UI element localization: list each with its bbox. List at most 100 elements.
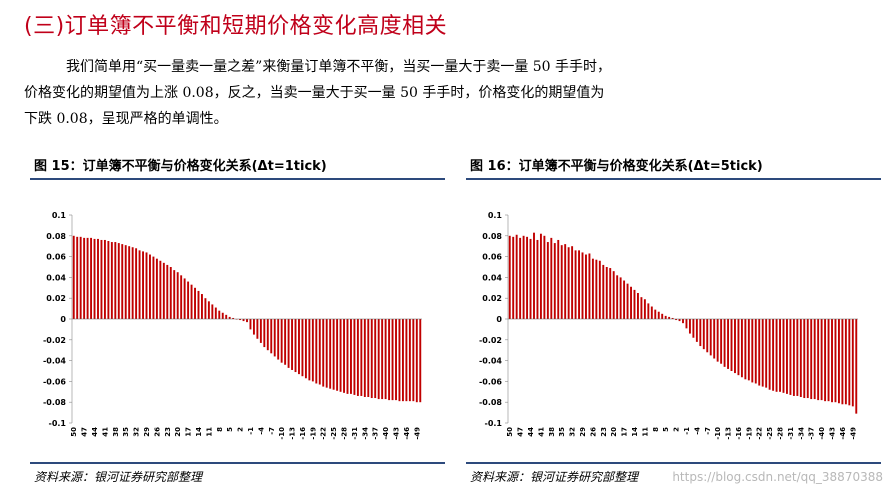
x-tick-label: 41 [101,427,109,437]
intro-paragraph: 我们简单用“买一量卖一量之差”来衡量订单簿不平衡，当买一量大于卖一量 50 手手… [24,54,824,132]
bar [86,237,89,319]
bar [810,319,813,400]
bar [339,319,342,392]
y-tick-label: -0.04 [43,357,66,366]
x-tick-label: -46 [403,427,411,440]
bar [273,319,276,357]
bar [585,254,587,319]
bar [221,312,224,319]
x-tick-label: -34 [797,427,805,440]
bar [647,303,650,319]
bar [187,281,190,319]
bar [72,235,75,319]
bar [529,238,532,319]
bar [813,319,816,400]
bar [232,317,235,319]
chart-figure-16: 0.1 0.08 0.06 0.04 0.02 0 -0.02 -0.04 -0.06 -0.08… [466,190,881,452]
bar [190,284,193,319]
bar [685,319,688,329]
chart-figure-15: 0.1 0.08 0.06 0.04 0.02 0 -0.02 -0.04 -0.06 -0.08… [30,190,445,452]
x-tick-label: 5 [662,427,670,432]
bar [173,270,176,319]
y-tick-label: -0.1 [485,419,503,428]
bar [360,319,363,396]
x-tick-label: 35 [558,427,566,437]
bar [214,307,217,319]
bar [786,319,788,394]
x-tick-label: -31 [351,427,359,440]
bar [194,287,196,319]
x-tick-label: 8 [652,427,660,432]
bar [526,236,529,319]
x-tick-label: -4 [693,427,701,435]
bar [841,319,844,405]
x-tick-label: 38 [112,427,120,437]
figure-15-source: 资料来源：银河证券研究部整理 [30,462,445,488]
bar [775,319,778,392]
y-tick-label: -0.02 [479,336,502,345]
x-tick-label: 14 [195,427,203,437]
bar [408,319,411,402]
bar [831,319,833,403]
bar [117,243,120,319]
x-tick-label: 2 [237,427,245,432]
x-tick-label: -7 [704,427,712,435]
bar [388,319,391,401]
bar [720,319,723,364]
bar [574,250,577,319]
bar [591,258,594,319]
x-tick-label: -19 [745,427,753,440]
y-tick-label: 0 [60,315,66,324]
y-tick-label: -0.06 [43,377,66,386]
bar [218,310,221,319]
bar [124,245,127,319]
bar [650,306,653,319]
bar [263,319,266,348]
x-tick-label: 32 [569,427,577,437]
x-tick-label: -22 [756,427,764,440]
bar [671,317,674,319]
bar [183,278,186,319]
bar [381,319,384,400]
y-tick-label: -0.06 [479,377,502,386]
bar [851,319,854,407]
bar [522,235,525,319]
bar [619,277,622,319]
bar [197,290,200,319]
bar [315,319,318,384]
bar [709,319,712,356]
bar [107,241,110,319]
bar [166,264,169,319]
y-tick-label: 0.04 [46,273,66,282]
bar [353,319,356,395]
bar [713,319,716,359]
bar [76,236,79,319]
bar [747,319,750,381]
bar [249,319,252,330]
bar [401,319,404,402]
bar [311,319,314,382]
y-tick-label: -0.08 [43,398,66,407]
bar [377,319,380,400]
bar [744,319,747,380]
bar [612,271,615,319]
x-tick-label: 38 [548,427,556,437]
bar [301,319,304,377]
bar [114,242,117,319]
x-tick-label: 23 [600,427,608,437]
bar [654,309,657,319]
bar [239,319,242,321]
x-tick-label: 35 [122,427,130,437]
bar [519,237,522,319]
bar [298,319,300,375]
x-tick-label: -25 [330,427,338,440]
bar [740,319,743,378]
bar [571,246,574,319]
bar [228,316,231,319]
bar [695,319,698,342]
bar [79,236,82,319]
y-tick-label: 0.08 [46,232,66,241]
bar [792,319,795,396]
bar [152,256,155,319]
bar [557,239,560,319]
